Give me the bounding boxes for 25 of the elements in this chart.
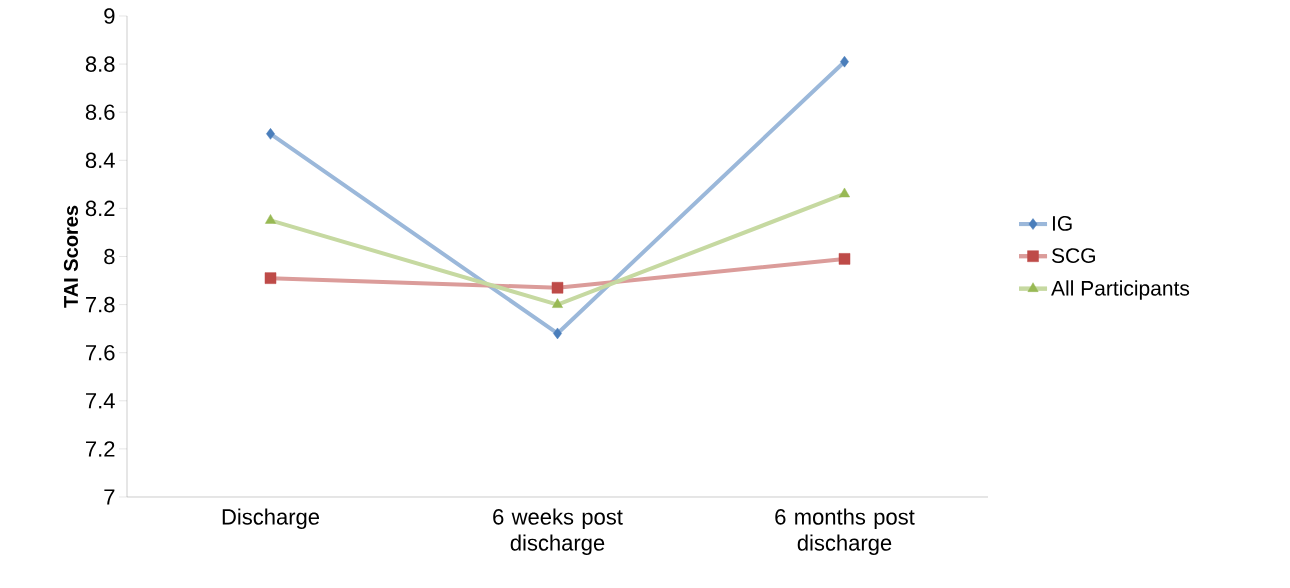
point xyxy=(552,298,563,308)
y-tick-label: 7.8 xyxy=(86,296,115,313)
point xyxy=(551,282,564,294)
y-tick-label: 8.6 xyxy=(85,104,115,120)
point xyxy=(264,272,277,284)
x-tick-label: 6 weeks post discharge xyxy=(493,508,623,556)
point xyxy=(266,128,275,140)
y-tick-label: 8 xyxy=(104,248,115,265)
y-tick-label: 8.4 xyxy=(85,152,115,169)
y-axis-title: TAI Scores xyxy=(63,205,79,308)
legend-label: SCG xyxy=(1051,248,1095,263)
y-tick-label: 9 xyxy=(104,8,115,24)
point xyxy=(265,214,276,224)
point xyxy=(839,187,850,198)
y-tick-label: 7 xyxy=(104,489,115,505)
x-tick-label: Discharge xyxy=(222,508,320,530)
y-tick-label: 8.2 xyxy=(85,200,115,217)
y-tick-label: 7.6 xyxy=(86,344,115,361)
y-tick-label: 8.8 xyxy=(85,56,115,72)
y-tick-label: 7.4 xyxy=(86,393,115,409)
legend-label: All Participants xyxy=(1051,280,1190,300)
y-tick-label: 7.2 xyxy=(86,441,115,457)
legend-label: IG xyxy=(1052,215,1072,231)
x-tick-label: 6 months post discharge xyxy=(775,508,915,556)
point xyxy=(838,253,851,265)
